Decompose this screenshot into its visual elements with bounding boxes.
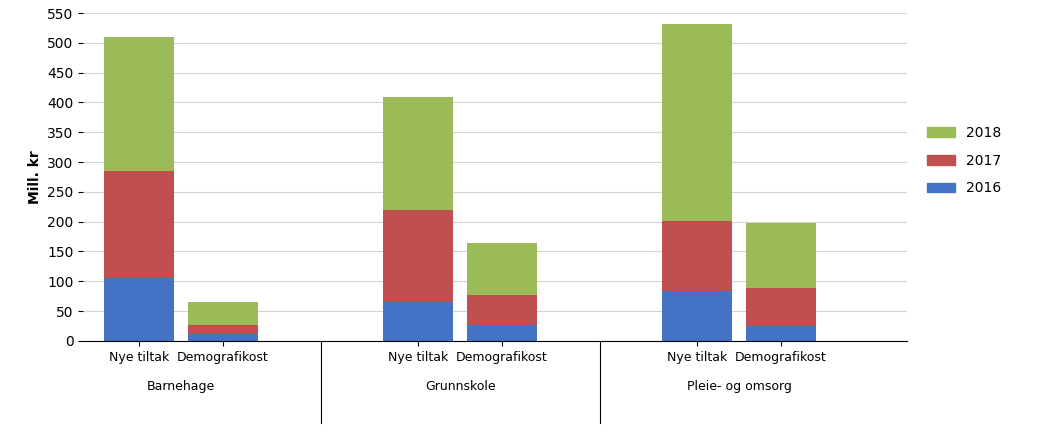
Bar: [383, 302, 453, 341]
Bar: [104, 37, 174, 171]
Bar: [467, 243, 537, 295]
Legend: 2018, 2017, 2016: 2018, 2017, 2016: [921, 120, 1007, 201]
Y-axis label: Mill. kr: Mill. kr: [28, 150, 42, 204]
Bar: [383, 97, 453, 210]
Bar: [188, 334, 257, 341]
Bar: [104, 278, 174, 341]
Text: Barnehage: Barnehage: [147, 380, 215, 393]
Text: Pleie- og omsorg: Pleie- og omsorg: [687, 380, 792, 393]
Bar: [188, 302, 257, 325]
Bar: [746, 223, 816, 288]
Bar: [188, 325, 257, 334]
Bar: [663, 221, 733, 291]
Bar: [383, 210, 453, 302]
Bar: [663, 291, 733, 341]
Bar: [467, 325, 537, 341]
Bar: [467, 295, 537, 325]
Bar: [663, 24, 733, 221]
Text: Grunnskole: Grunnskole: [425, 380, 495, 393]
Bar: [746, 326, 816, 341]
Bar: [104, 171, 174, 278]
Bar: [746, 288, 816, 326]
